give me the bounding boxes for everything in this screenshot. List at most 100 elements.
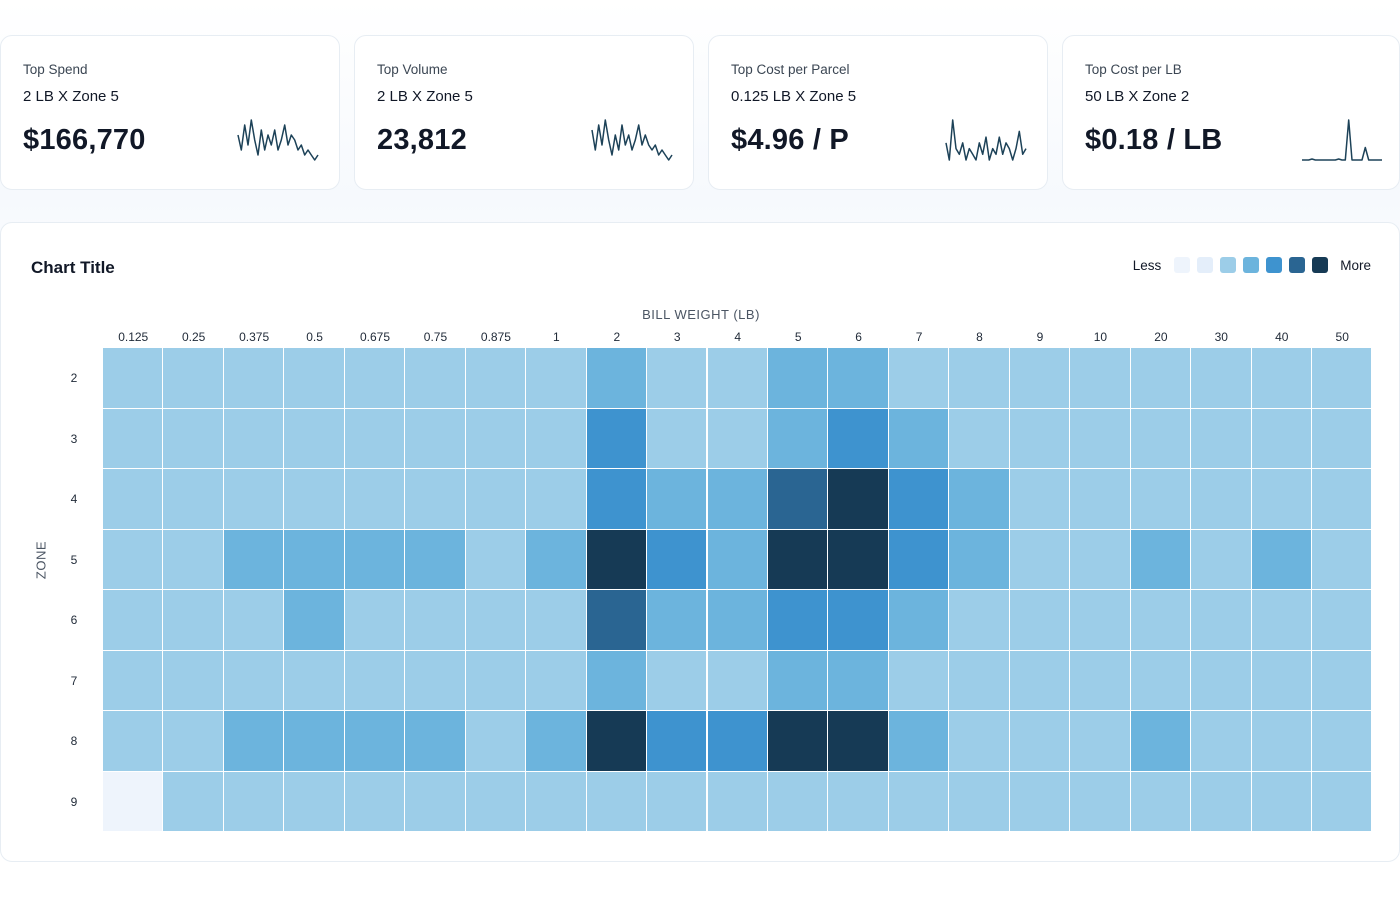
heatmap-cell[interactable] bbox=[344, 348, 406, 409]
heatmap-cell[interactable] bbox=[1009, 650, 1071, 711]
heatmap-cell[interactable] bbox=[767, 711, 829, 772]
heatmap-cell[interactable] bbox=[284, 590, 345, 651]
heatmap-cell[interactable] bbox=[344, 590, 406, 651]
heatmap-cell[interactable] bbox=[888, 408, 950, 469]
heatmap-cell[interactable] bbox=[949, 650, 1010, 711]
heatmap-cell[interactable] bbox=[1070, 711, 1131, 772]
heatmap-cell[interactable] bbox=[223, 650, 285, 711]
heatmap-cell[interactable] bbox=[1251, 469, 1312, 530]
heatmap-cell[interactable] bbox=[828, 529, 889, 590]
heatmap-cell[interactable] bbox=[1251, 771, 1312, 832]
heatmap-cell[interactable] bbox=[1191, 590, 1252, 651]
heatmap-cell[interactable] bbox=[949, 771, 1010, 832]
heatmap-cell[interactable] bbox=[1070, 469, 1131, 530]
heatmap-cell[interactable] bbox=[1251, 650, 1312, 711]
heatmap-cell[interactable] bbox=[1251, 590, 1312, 651]
heatmap-cell[interactable] bbox=[163, 590, 224, 651]
heatmap-cell[interactable] bbox=[103, 469, 164, 530]
heatmap-cell[interactable] bbox=[223, 529, 285, 590]
heatmap-cell[interactable] bbox=[647, 771, 708, 832]
heatmap-cell[interactable] bbox=[1009, 469, 1071, 530]
heatmap-cell[interactable] bbox=[767, 408, 829, 469]
heatmap-cell[interactable] bbox=[707, 590, 768, 651]
heatmap-cell[interactable] bbox=[828, 590, 889, 651]
heatmap-cell[interactable] bbox=[405, 650, 466, 711]
heatmap-cell[interactable] bbox=[1009, 771, 1071, 832]
heatmap-cell[interactable] bbox=[526, 348, 587, 409]
heatmap-cell[interactable] bbox=[707, 650, 768, 711]
heatmap-cell[interactable] bbox=[707, 408, 768, 469]
heatmap-cell[interactable] bbox=[103, 590, 164, 651]
heatmap-cell[interactable] bbox=[1130, 469, 1192, 530]
heatmap-cell[interactable] bbox=[103, 408, 164, 469]
heatmap-cell[interactable] bbox=[103, 711, 164, 772]
heatmap-cell[interactable] bbox=[1251, 348, 1312, 409]
heatmap-cell[interactable] bbox=[647, 348, 708, 409]
heatmap-cell[interactable] bbox=[707, 348, 768, 409]
heatmap-cell[interactable] bbox=[465, 348, 527, 409]
heatmap-cell[interactable] bbox=[828, 408, 889, 469]
heatmap-cell[interactable] bbox=[707, 469, 768, 530]
heatmap-cell[interactable] bbox=[103, 771, 164, 832]
heatmap-cell[interactable] bbox=[1312, 408, 1373, 469]
heatmap-cell[interactable] bbox=[405, 771, 466, 832]
heatmap-cell[interactable] bbox=[163, 348, 224, 409]
heatmap-cell[interactable] bbox=[223, 771, 285, 832]
heatmap-cell[interactable] bbox=[828, 711, 889, 772]
heatmap-cell[interactable] bbox=[888, 529, 950, 590]
heatmap-cell[interactable] bbox=[949, 348, 1010, 409]
heatmap-cell[interactable] bbox=[1191, 529, 1252, 590]
heatmap-cell[interactable] bbox=[1312, 650, 1373, 711]
heatmap-cell[interactable] bbox=[647, 469, 708, 530]
heatmap-cell[interactable] bbox=[284, 771, 345, 832]
heatmap-cell[interactable] bbox=[405, 529, 466, 590]
heatmap-cell[interactable] bbox=[526, 408, 587, 469]
heatmap-cell[interactable] bbox=[1009, 348, 1071, 409]
heatmap-cell[interactable] bbox=[1070, 650, 1131, 711]
heatmap-cell[interactable] bbox=[707, 711, 768, 772]
heatmap-cell[interactable] bbox=[888, 650, 950, 711]
heatmap-cell[interactable] bbox=[1130, 348, 1192, 409]
heatmap-cell[interactable] bbox=[223, 590, 285, 651]
heatmap-cell[interactable] bbox=[465, 650, 527, 711]
heatmap-cell[interactable] bbox=[103, 529, 164, 590]
heatmap-cell[interactable] bbox=[1009, 529, 1071, 590]
heatmap-cell[interactable] bbox=[1312, 590, 1373, 651]
heatmap-cell[interactable] bbox=[405, 408, 466, 469]
heatmap-cell[interactable] bbox=[465, 529, 527, 590]
heatmap-cell[interactable] bbox=[1130, 650, 1192, 711]
heatmap-cell[interactable] bbox=[1070, 529, 1131, 590]
heatmap-cell[interactable] bbox=[586, 711, 648, 772]
heatmap-cell[interactable] bbox=[1312, 469, 1373, 530]
heatmap-cell[interactable] bbox=[767, 590, 829, 651]
heatmap-cell[interactable] bbox=[1312, 771, 1373, 832]
heatmap-cell[interactable] bbox=[888, 771, 950, 832]
heatmap-cell[interactable] bbox=[586, 650, 648, 711]
heatmap-cell[interactable] bbox=[223, 469, 285, 530]
heatmap-cell[interactable] bbox=[586, 529, 648, 590]
heatmap-cell[interactable] bbox=[1251, 529, 1312, 590]
heatmap-cell[interactable] bbox=[888, 348, 950, 409]
heatmap-cell[interactable] bbox=[1070, 771, 1131, 832]
heatmap-cell[interactable] bbox=[344, 469, 406, 530]
heatmap-cell[interactable] bbox=[767, 529, 829, 590]
heatmap-cell[interactable] bbox=[828, 771, 889, 832]
heatmap-cell[interactable] bbox=[707, 529, 768, 590]
heatmap-cell[interactable] bbox=[1191, 469, 1252, 530]
heatmap-cell[interactable] bbox=[344, 408, 406, 469]
heatmap-cell[interactable] bbox=[163, 771, 224, 832]
heatmap-cell[interactable] bbox=[1251, 711, 1312, 772]
heatmap-cell[interactable] bbox=[526, 590, 587, 651]
heatmap-cell[interactable] bbox=[1070, 408, 1131, 469]
heatmap-cell[interactable] bbox=[1009, 590, 1071, 651]
heatmap-cell[interactable] bbox=[949, 590, 1010, 651]
heatmap-cell[interactable] bbox=[465, 408, 527, 469]
heatmap-cell[interactable] bbox=[1251, 408, 1312, 469]
heatmap-cell[interactable] bbox=[284, 408, 345, 469]
heatmap-cell[interactable] bbox=[405, 590, 466, 651]
heatmap-cell[interactable] bbox=[767, 650, 829, 711]
heatmap-cell[interactable] bbox=[284, 469, 345, 530]
heatmap-cell[interactable] bbox=[163, 650, 224, 711]
heatmap-cell[interactable] bbox=[103, 348, 164, 409]
heatmap-cell[interactable] bbox=[586, 348, 648, 409]
